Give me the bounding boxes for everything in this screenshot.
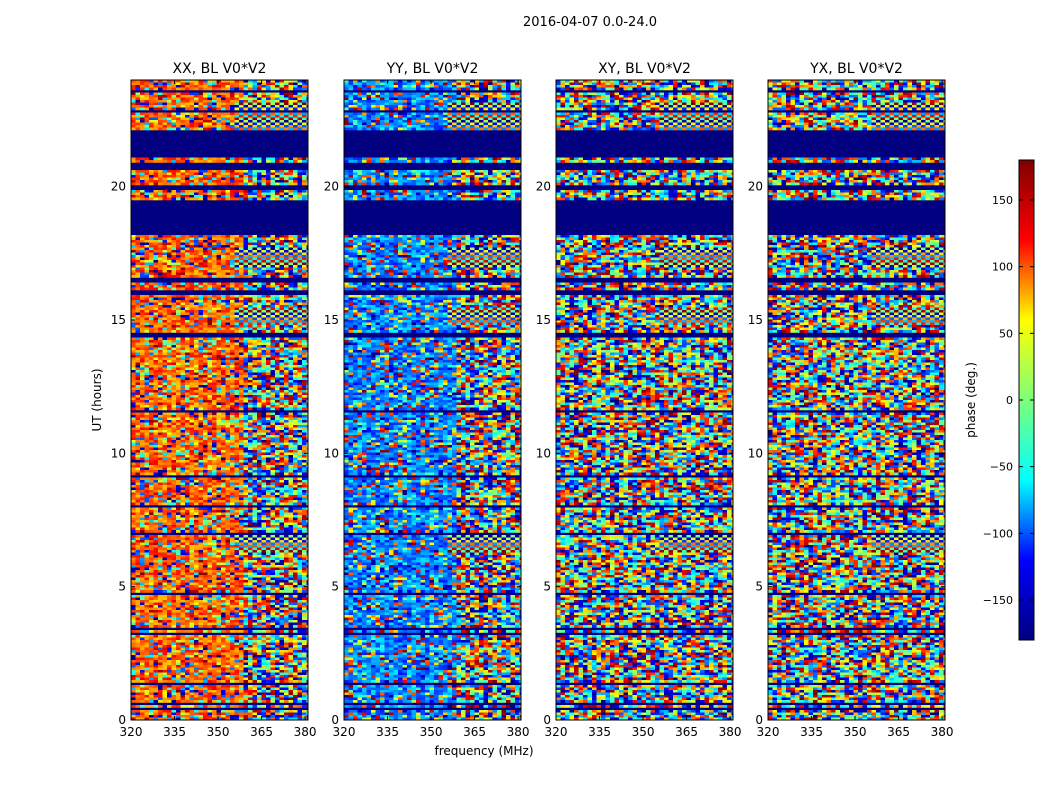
x-axis-label: frequency (MHz) <box>434 744 533 758</box>
panel-title: XY, BL V0*V2 <box>598 61 691 77</box>
phase-heatmap <box>768 80 945 720</box>
x-tick-label: 320 <box>545 725 568 739</box>
figure-title: 2016-04-07 0.0-24.0 <box>523 15 657 30</box>
x-tick-label: 365 <box>250 725 273 739</box>
x-tick-label: 320 <box>333 725 356 739</box>
y-tick-label: 0 <box>118 713 126 727</box>
y-tick-label: 15 <box>111 313 126 327</box>
y-tick-label: 5 <box>331 580 339 594</box>
plot-frame <box>555 79 734 721</box>
y-axis-label: UT (hours) <box>90 368 104 431</box>
panel-xy: XY, BL V0*V2 320 335 350 365 380 0 5 10 15 20 <box>536 61 742 739</box>
plot-frame <box>130 79 309 721</box>
x-tick-label: 380 <box>931 725 954 739</box>
panel-title: YY, BL V0*V2 <box>386 61 479 77</box>
y-tick-label: 0 <box>755 713 763 727</box>
x-tick-label: 335 <box>800 725 823 739</box>
plot-frame <box>767 79 946 721</box>
x-tick-label: 335 <box>588 725 611 739</box>
panel-yx: YX, BL V0*V2 320 335 350 365 380 0 5 10 15 20 <box>748 61 954 739</box>
y-tick-label: 0 <box>331 713 339 727</box>
colorbar-tick-label: 150 <box>992 194 1013 207</box>
x-tick-label: 350 <box>420 725 443 739</box>
colorbar-tick-label: −150 <box>983 594 1013 607</box>
y-tick-label: 10 <box>748 446 763 460</box>
x-tick-label: 320 <box>757 725 780 739</box>
colorbar-tick-label: −50 <box>990 461 1013 474</box>
y-tick-label: 20 <box>536 180 551 194</box>
x-tick-label: 380 <box>719 725 742 739</box>
colorbar: phase (deg.) −150 −100 −50 0 50 100 150 <box>964 159 1035 641</box>
x-tick-label: 365 <box>887 725 910 739</box>
y-tick-label: 5 <box>118 580 126 594</box>
x-tick-label: 320 <box>120 725 143 739</box>
x-tick-label: 350 <box>632 725 655 739</box>
colorbar-tick-label: 50 <box>999 327 1013 340</box>
plot-frame <box>343 79 522 721</box>
y-tick-label: 5 <box>543 580 551 594</box>
x-tick-label: 365 <box>675 725 698 739</box>
y-tick-label: 0 <box>543 713 551 727</box>
y-tick-label: 20 <box>111 180 126 194</box>
x-tick-label: 350 <box>207 725 230 739</box>
x-tick-label: 380 <box>294 725 317 739</box>
x-tick-label: 335 <box>376 725 399 739</box>
y-tick-label: 15 <box>324 313 339 327</box>
phase-heatmap <box>344 80 521 720</box>
y-tick-label: 10 <box>536 446 551 460</box>
panel-title: YX, BL V0*V2 <box>809 61 903 77</box>
x-tick-label: 365 <box>463 725 486 739</box>
y-tick-label: 10 <box>111 446 126 460</box>
phase-heatmap <box>556 80 733 720</box>
x-tick-label: 335 <box>163 725 186 739</box>
colorbar-label: phase (deg.) <box>964 362 978 438</box>
colorbar-tick-label: 0 <box>1006 394 1013 407</box>
panel-title: XX, BL V0*V2 <box>173 61 267 77</box>
panel-yy: YY, BL V0*V2 320 335 350 365 380 0 5 10 15 20 <box>324 61 530 739</box>
y-tick-label: 20 <box>324 180 339 194</box>
y-tick-label: 5 <box>755 580 763 594</box>
y-tick-label: 15 <box>748 313 763 327</box>
x-tick-label: 380 <box>507 725 530 739</box>
y-tick-label: 15 <box>536 313 551 327</box>
colorbar-tick-label: −100 <box>983 527 1013 540</box>
colorbar-tick-label: 100 <box>992 261 1013 274</box>
phase-heatmap <box>131 80 308 720</box>
x-tick-label: 350 <box>844 725 867 739</box>
y-tick-label: 20 <box>748 180 763 194</box>
panel-xx: XX, BL V0*V2 320 335 350 365 380 0 5 10 15 20 <box>111 61 317 739</box>
y-tick-label: 10 <box>324 446 339 460</box>
